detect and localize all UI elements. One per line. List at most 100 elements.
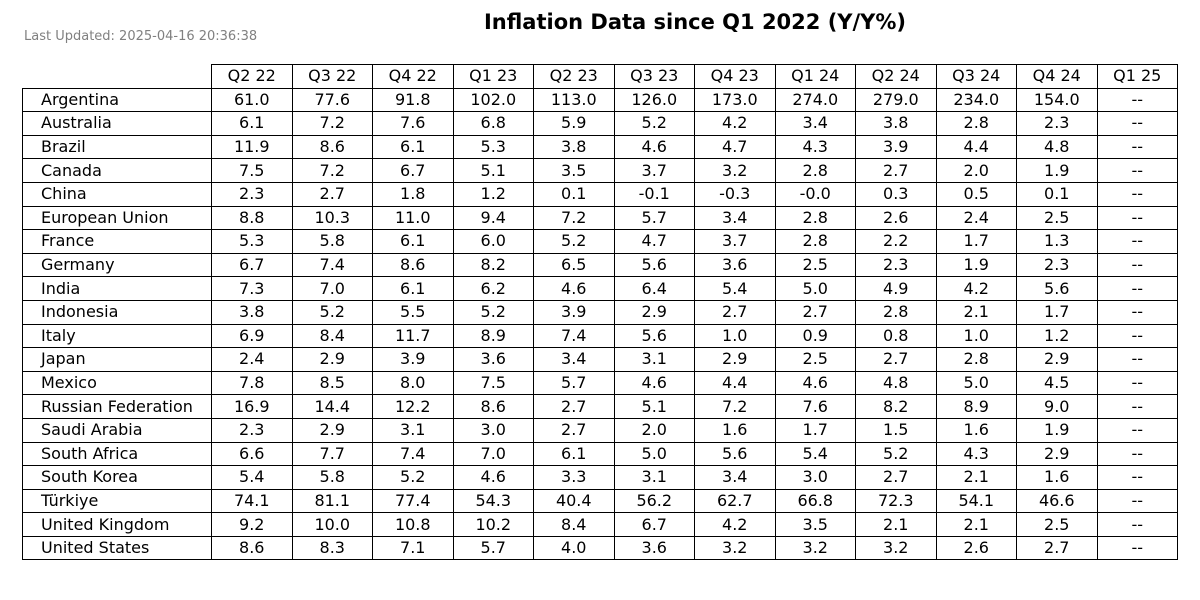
table-row: Japan 2.4 2.9 3.9 3.6 3.4 3.1 2.9 2.5 2.7 2.8 2.9 --: [22, 347, 1178, 372]
value-cell: 2.8: [935, 111, 1017, 136]
value-cell: 5.6: [613, 323, 695, 349]
value-cell: 1.9: [1016, 158, 1098, 183]
value-cell: 2.8: [855, 299, 937, 325]
value-cell: 2.0: [935, 158, 1017, 183]
value-cell: 3.5: [774, 512, 856, 537]
value-cell: 54.3: [452, 488, 534, 514]
value-cell: 2.5: [1016, 205, 1098, 231]
value-cell: 3.0: [452, 417, 534, 443]
column-header: Q1 23: [452, 64, 534, 89]
value-cell: 6.5: [533, 252, 615, 278]
value-cell: 5.7: [533, 370, 615, 396]
value-cell: 7.4: [291, 252, 373, 278]
country-label: Saudi Arabia: [22, 417, 212, 443]
value-cell: 7.5: [452, 370, 534, 396]
value-cell: 1.7: [1016, 299, 1098, 325]
value-cell: 6.4: [613, 276, 695, 301]
value-cell: 5.8: [291, 465, 373, 490]
value-cell: --: [1096, 370, 1178, 396]
value-cell: 8.4: [533, 512, 615, 537]
value-cell: 9.2: [211, 512, 293, 537]
value-cell: 7.2: [694, 394, 776, 419]
value-cell: 1.9: [935, 252, 1017, 278]
value-cell: 7.0: [452, 441, 534, 467]
value-cell: 6.7: [372, 158, 454, 183]
value-cell: 77.6: [291, 87, 373, 113]
value-cell: --: [1096, 276, 1178, 301]
value-cell: 2.7: [533, 417, 615, 443]
value-cell: 4.6: [613, 370, 695, 396]
value-cell: 81.1: [291, 488, 373, 514]
value-cell: 5.2: [533, 229, 615, 254]
value-cell: 3.8: [855, 111, 937, 136]
value-cell: 6.8: [452, 111, 534, 136]
value-cell: 8.9: [452, 323, 534, 349]
value-cell: 10.8: [372, 512, 454, 537]
inflation-table: Q2 22 Q3 22 Q4 22 Q1 23 Q2 23 Q3 23 Q4 23 Q1 24…: [22, 64, 1178, 561]
value-cell: 3.2: [774, 535, 856, 561]
value-cell: 0.1: [533, 181, 615, 207]
value-cell: 1.0: [935, 323, 1017, 349]
value-cell: 10.0: [291, 512, 373, 537]
value-cell: 74.1: [211, 488, 293, 514]
value-cell: 5.4: [211, 465, 293, 490]
value-cell: 12.2: [372, 394, 454, 419]
country-label: Türkiye: [22, 488, 212, 514]
value-cell: 6.0: [452, 229, 534, 254]
value-cell: 4.8: [1016, 134, 1098, 160]
value-cell: 4.4: [694, 370, 776, 396]
value-cell: 3.1: [372, 417, 454, 443]
value-cell: 5.1: [452, 158, 534, 183]
value-cell: 2.9: [1016, 347, 1098, 372]
table-row: Türkiye 74.1 81.1 77.4 54.3 40.4 56.2 62.7 66.8 7…: [22, 488, 1178, 514]
value-cell: 7.2: [533, 205, 615, 231]
table-row: United Kingdom 9.2 10.0 10.8 10.2 8.4 6.7 4.2 3.…: [22, 512, 1178, 537]
column-header: Q3 23: [613, 64, 695, 89]
value-cell: 2.1: [935, 299, 1017, 325]
country-label: Australia: [22, 111, 212, 136]
value-cell: --: [1096, 488, 1178, 514]
value-cell: 61.0: [211, 87, 293, 113]
country-label: France: [22, 229, 212, 254]
value-cell: 1.6: [694, 417, 776, 443]
value-cell: 113.0: [533, 87, 615, 113]
value-cell: 5.0: [613, 441, 695, 467]
value-cell: --: [1096, 134, 1178, 160]
value-cell: 5.4: [694, 276, 776, 301]
value-cell: 2.7: [1016, 535, 1098, 561]
value-cell: 8.8: [211, 205, 293, 231]
value-cell: 3.4: [694, 205, 776, 231]
value-cell: 2.9: [694, 347, 776, 372]
value-cell: 5.8: [291, 229, 373, 254]
value-cell: 4.6: [533, 276, 615, 301]
country-label: Italy: [22, 323, 212, 349]
value-cell: 5.0: [935, 370, 1017, 396]
table-row: Canada 7.5 7.2 6.7 5.1 3.5 3.7 3.2 2.8 2.7 2.0 1.9-…: [22, 158, 1178, 183]
value-cell: 1.6: [1016, 465, 1098, 490]
value-cell: 5.2: [855, 441, 937, 467]
value-cell: 7.0: [291, 276, 373, 301]
value-cell: 1.2: [452, 181, 534, 207]
country-label: Indonesia: [22, 299, 212, 325]
value-cell: 46.6: [1016, 488, 1098, 514]
value-cell: --: [1096, 205, 1178, 231]
value-cell: 10.3: [291, 205, 373, 231]
value-cell: 5.6: [1016, 276, 1098, 301]
value-cell: 2.5: [1016, 512, 1098, 537]
value-cell: 2.6: [855, 205, 937, 231]
country-label: India: [22, 276, 212, 301]
value-cell: 4.3: [935, 441, 1017, 467]
value-cell: 3.9: [855, 134, 937, 160]
value-cell: 4.6: [774, 370, 856, 396]
value-cell: 3.6: [613, 535, 695, 561]
value-cell: 9.4: [452, 205, 534, 231]
value-cell: 126.0: [613, 87, 695, 113]
value-cell: 2.8: [935, 347, 1017, 372]
table-row: United States 8.6 8.3 7.1 5.7 4.0 3.6 3.2 3.2 3.2…: [22, 535, 1178, 561]
table-row: Australia 6.1 7.2 7.6 6.8 5.9 5.2 4.2 3.4 3.8 2.8 2…: [22, 111, 1178, 136]
value-cell: 6.1: [372, 134, 454, 160]
value-cell: 3.5: [533, 158, 615, 183]
value-cell: 8.6: [211, 535, 293, 561]
value-cell: 1.7: [935, 229, 1017, 254]
value-cell: --: [1096, 252, 1178, 278]
